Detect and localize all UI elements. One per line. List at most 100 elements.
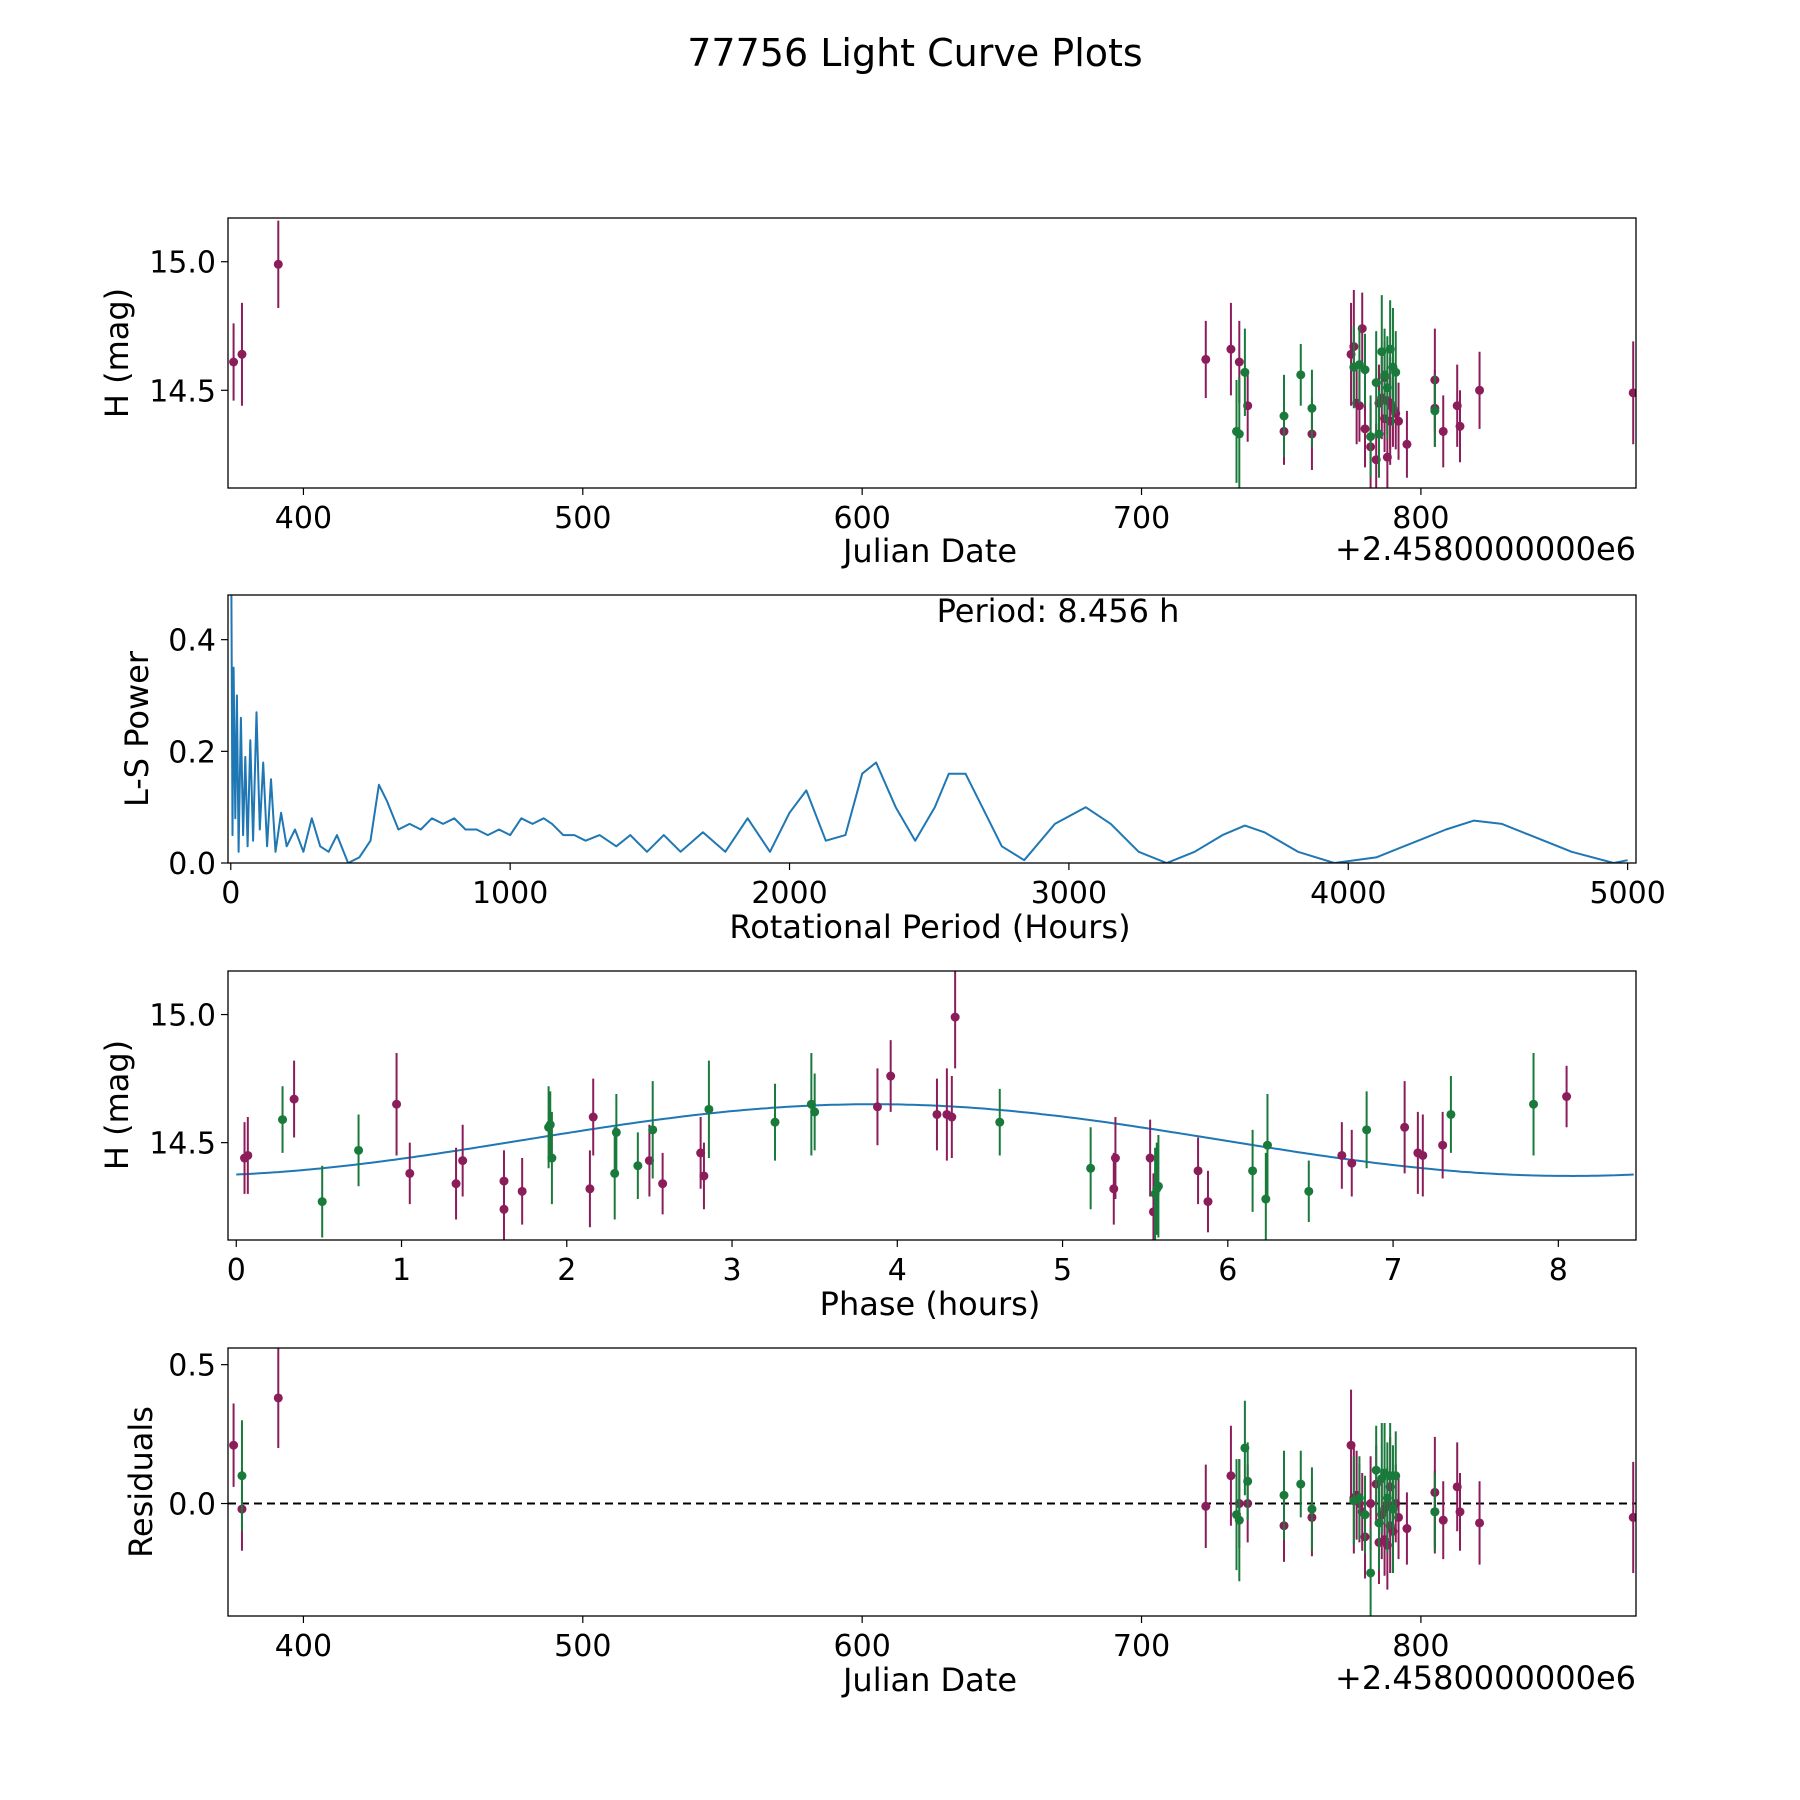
phased-data-point bbox=[451, 1179, 461, 1189]
phased-data-point bbox=[499, 1204, 509, 1214]
lightcurve-data-point bbox=[1240, 367, 1250, 377]
residuals-ylabel: Residuals bbox=[122, 1406, 160, 1558]
lightcurve-data-point bbox=[1475, 385, 1485, 395]
residuals-data-point bbox=[1279, 1490, 1289, 1500]
phased-data-point bbox=[1153, 1181, 1163, 1191]
phased-data-point bbox=[886, 1071, 896, 1081]
residuals-data-point bbox=[1430, 1507, 1440, 1517]
lightcurve-xtick-label: 800 bbox=[1392, 501, 1449, 536]
periodogram-xtick-label: 3000 bbox=[1031, 876, 1107, 911]
phased-data-point bbox=[611, 1127, 621, 1137]
lightcurve-x-offset: +2.4580000000e6 bbox=[1335, 530, 1636, 568]
residuals-x-offset: +2.4580000000e6 bbox=[1335, 1659, 1636, 1697]
lightcurve-data-point bbox=[1307, 403, 1317, 413]
phased-data-point bbox=[704, 1104, 714, 1114]
lightcurve-data-point bbox=[1402, 439, 1412, 449]
lightcurve-data-point bbox=[1234, 357, 1244, 367]
lightcurve-data-point bbox=[1360, 424, 1370, 434]
phased-data-point bbox=[1438, 1140, 1448, 1150]
phased-xtick-label: 2 bbox=[557, 1253, 576, 1288]
lightcurve-data-point bbox=[1226, 344, 1236, 354]
phased-data-point bbox=[1400, 1122, 1410, 1132]
lightcurve-xtick-label: 600 bbox=[834, 501, 891, 536]
phased-data-point bbox=[658, 1179, 668, 1189]
residuals-data-point bbox=[273, 1393, 283, 1403]
periodogram-xtick-label: 4000 bbox=[1310, 876, 1386, 911]
residuals-data-point bbox=[1354, 1493, 1364, 1503]
periodogram-ytick-label: 0.2 bbox=[168, 735, 216, 770]
periodogram-xlabel: Rotational Period (Hours) bbox=[729, 908, 1130, 946]
lightcurve-xtick-label: 500 bbox=[554, 501, 611, 536]
residuals-xtick-label: 400 bbox=[275, 1629, 332, 1664]
periodogram-series-line bbox=[230, 595, 1628, 863]
phased-fit-curve bbox=[236, 1103, 1634, 1178]
lightcurve-data-point bbox=[1201, 354, 1211, 364]
lightcurve-data-point bbox=[1279, 411, 1289, 421]
lightcurve-ticks: 400 500 600 700 800 14.5 15.0 bbox=[149, 246, 1449, 536]
residuals-data-point bbox=[1455, 1507, 1465, 1517]
residuals-xlabel: Julian Date bbox=[841, 1661, 1017, 1699]
lightcurve-data-point bbox=[1366, 432, 1376, 442]
phased-data-point bbox=[872, 1102, 882, 1112]
figure-title: 77756 Light Curve Plots bbox=[687, 31, 1142, 75]
phased-ytick-label: 15.0 bbox=[149, 999, 216, 1034]
lightcurve-marks bbox=[229, 220, 1636, 488]
phased-data-point bbox=[588, 1112, 598, 1122]
phased-data-point bbox=[458, 1156, 468, 1166]
phased-panel: 0 1 2 3 4 5 6 7 8 14.5 15.0 Phase (hours) H (mag) bbox=[98, 970, 1637, 1323]
residuals-xtick-label: 500 bbox=[554, 1629, 611, 1664]
phased-ytick-label: 14.5 bbox=[149, 1127, 216, 1162]
phased-data-point bbox=[547, 1153, 557, 1163]
lightcurve-frame bbox=[227, 217, 1637, 489]
phased-data-point bbox=[950, 1012, 960, 1022]
periodogram-ticks: 0 1000 2000 3000 4000 5000 0.0 0.2 0.4 bbox=[168, 624, 1666, 911]
residuals-data-point bbox=[1371, 1465, 1381, 1475]
phased-data-point bbox=[1418, 1150, 1428, 1160]
phased-data-point bbox=[1261, 1194, 1271, 1204]
lightcurve-data-point bbox=[1430, 406, 1440, 416]
lightcurve-xtick-label: 700 bbox=[1113, 501, 1170, 536]
phased-data-point bbox=[810, 1107, 820, 1117]
phased-data-point bbox=[699, 1171, 709, 1181]
lightcurve-data-point bbox=[229, 357, 239, 367]
phased-data-point bbox=[405, 1168, 415, 1178]
residuals-ticks: 400 500 600 700 800 0.0 0.5 bbox=[168, 1349, 1449, 1664]
lightcurve-panel: 400 500 600 700 800 14.5 15.0 Julian Date +2.4… bbox=[98, 217, 1637, 570]
residuals-data-point bbox=[1438, 1515, 1448, 1525]
phased-xlabel: Phase (hours) bbox=[820, 1285, 1041, 1323]
lightcurve-data-point bbox=[1628, 388, 1636, 398]
periodogram-frame bbox=[227, 594, 1637, 864]
residuals-data-point bbox=[1243, 1476, 1253, 1486]
residuals-data-point bbox=[1391, 1471, 1401, 1481]
phased-data-point bbox=[289, 1094, 299, 1104]
phased-ticks: 0 1 2 3 4 5 6 7 8 14.5 15.0 bbox=[149, 999, 1568, 1288]
residuals-data-point bbox=[1307, 1504, 1317, 1514]
residuals-ytick-label: 0.0 bbox=[168, 1488, 216, 1523]
residuals-frame bbox=[227, 1347, 1637, 1617]
phased-ylabel: H (mag) bbox=[98, 1040, 136, 1170]
phased-data-point bbox=[610, 1168, 620, 1178]
residuals-xtick-label: 800 bbox=[1392, 1629, 1449, 1664]
phased-data-point bbox=[1145, 1153, 1155, 1163]
phased-data-point bbox=[1193, 1166, 1203, 1176]
phased-data-point bbox=[696, 1148, 706, 1158]
residuals-panel: 400 500 600 700 800 0.0 0.5 Julian Date +2.458… bbox=[122, 1347, 1637, 1699]
phased-data-point bbox=[1262, 1140, 1272, 1150]
lightcurve-ytick-label: 14.5 bbox=[149, 374, 216, 409]
lightcurve-data-point bbox=[237, 349, 247, 359]
lightcurve-xtick-label: 400 bbox=[275, 501, 332, 536]
residuals-data-point bbox=[1296, 1479, 1306, 1489]
lightcurve-data-point bbox=[1296, 370, 1306, 380]
residuals-xtick-label: 600 bbox=[834, 1629, 891, 1664]
phased-data-point bbox=[1337, 1150, 1347, 1160]
phased-xtick-label: 4 bbox=[888, 1253, 907, 1288]
phased-data-point bbox=[1446, 1109, 1456, 1119]
residuals-data-point bbox=[1234, 1515, 1244, 1525]
phased-data-point bbox=[1304, 1186, 1314, 1196]
phased-data-point bbox=[1347, 1158, 1357, 1168]
phased-data-point bbox=[806, 1099, 816, 1109]
phased-data-point bbox=[947, 1112, 957, 1122]
phased-data-point bbox=[1086, 1163, 1096, 1173]
phased-data-point bbox=[770, 1117, 780, 1127]
